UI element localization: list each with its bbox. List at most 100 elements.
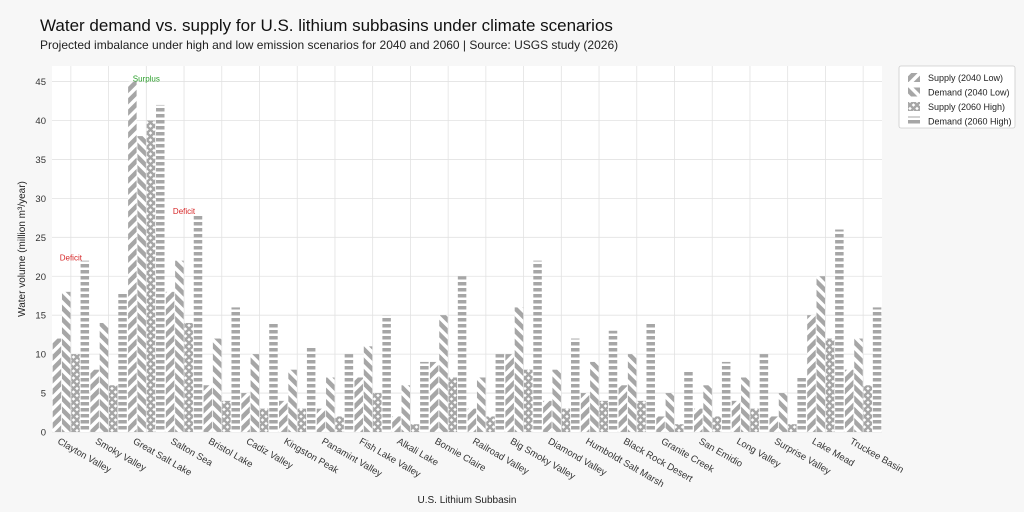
grid-layer <box>52 66 882 433</box>
chart-title: Water demand vs. supply for U.S. lithium… <box>40 16 613 35</box>
bar-1-15 <box>580 393 590 432</box>
chart-subtitle: Projected imbalance under high and low e… <box>40 38 619 52</box>
legend-swatch <box>908 87 920 97</box>
annotation-label: Deficit <box>60 254 83 263</box>
bar-4-7 <box>306 346 316 432</box>
bar-4-11 <box>457 276 467 432</box>
bar-3-22 <box>863 385 873 432</box>
bar-4-3 <box>156 104 165 433</box>
bar-1-12 <box>467 408 477 432</box>
bar-2-6 <box>250 354 260 432</box>
bar-4-20 <box>797 377 806 432</box>
bar-2-1 <box>61 291 71 432</box>
bar-2-3 <box>137 136 146 432</box>
bar-3-4 <box>184 322 193 432</box>
bar-1-19 <box>731 400 741 432</box>
bar-3-11 <box>448 377 458 432</box>
bar-1-7 <box>279 400 288 432</box>
bar-1-21 <box>807 315 816 432</box>
bar-4-5 <box>231 307 240 432</box>
y-tick-label: 0 <box>41 428 46 439</box>
y-tick-label: 25 <box>35 233 46 244</box>
bar-4-19 <box>759 354 769 432</box>
bar-1-8 <box>316 408 326 432</box>
bar-4-18 <box>721 361 731 432</box>
bar-2-10 <box>401 385 411 432</box>
annotation-label: Surplus <box>133 75 160 84</box>
bar-3-18 <box>712 416 722 432</box>
legend-entry-label: Demand (2040 Low) <box>928 88 1010 98</box>
bar-3-1 <box>71 354 80 432</box>
annotation-layer: Deficit Surplus Deficit <box>60 75 196 263</box>
bar-2-18 <box>703 385 712 432</box>
bar-1-14 <box>543 400 552 432</box>
x-axis-label: U.S. Lithium Subbasin <box>418 495 517 506</box>
bar-3-10 <box>410 424 420 432</box>
legend-swatch <box>908 102 920 111</box>
bar-4-6 <box>269 322 278 432</box>
bar-1-4 <box>165 291 175 432</box>
y-tick-label: 40 <box>35 116 46 127</box>
bar-3-16 <box>637 400 646 432</box>
bar-2-8 <box>326 377 335 432</box>
bar-2-7 <box>288 369 297 432</box>
bar-4-21 <box>835 229 844 432</box>
legend-entry-label: Supply (2060 High) <box>928 102 1005 112</box>
legend-entry-label: Supply (2040 Low) <box>928 73 1003 83</box>
bar-2-19 <box>741 377 750 432</box>
bar-2-13 <box>514 307 524 432</box>
bar-2-14 <box>552 369 561 432</box>
bar-4-17 <box>684 369 693 432</box>
bar-3-8 <box>335 416 344 432</box>
bar-4-16 <box>646 322 655 432</box>
bar-2-17 <box>665 393 675 432</box>
bar-3-12 <box>486 416 495 432</box>
bar-1-20 <box>769 416 778 432</box>
bar-4-15 <box>608 330 618 432</box>
annotation-label: Deficit <box>173 207 196 216</box>
bar-4-13 <box>533 260 542 432</box>
bar-2-12 <box>476 377 486 432</box>
bar-2-16 <box>627 354 637 432</box>
bar-4-10 <box>420 361 429 432</box>
y-tick-label: 10 <box>35 350 46 361</box>
bar-3-15 <box>599 400 608 432</box>
bar-3-2 <box>108 385 118 432</box>
y-tick-label: 35 <box>35 155 46 166</box>
bar-1-3 <box>128 81 137 433</box>
legend-swatch <box>908 73 920 82</box>
y-tick-label: 30 <box>35 194 46 205</box>
bar-2-9 <box>363 346 373 432</box>
bar-2-2 <box>99 322 109 432</box>
bar-2-4 <box>175 260 184 432</box>
x-tick-label: Big Smoky Valley <box>508 436 577 482</box>
bar-4-22 <box>872 307 882 432</box>
bar-1-13 <box>505 354 514 432</box>
x-tick-label: Truckee Basin <box>848 436 906 476</box>
bar-1-10 <box>392 416 401 432</box>
bar-1-6 <box>241 393 250 432</box>
bar-1-5 <box>203 385 213 432</box>
bar-1-1 <box>52 338 62 432</box>
legend-box <box>898 65 1016 129</box>
bar-2-15 <box>590 361 599 432</box>
bar-3-13 <box>523 369 533 432</box>
bar-4-12 <box>495 354 505 432</box>
bar-4-1 <box>80 260 90 432</box>
bar-3-9 <box>373 393 382 432</box>
bar-4-8 <box>344 354 354 432</box>
bar-1-18 <box>694 408 703 432</box>
bar-3-19 <box>750 408 759 432</box>
bar-3-17 <box>674 424 684 432</box>
bar-1-22 <box>844 369 854 432</box>
y-tick-label: 15 <box>35 311 46 322</box>
bar-2-22 <box>854 338 863 432</box>
bar-3-21 <box>825 338 835 432</box>
bar-4-9 <box>382 315 391 432</box>
y-tick-label: 5 <box>41 389 46 400</box>
y-axis-label: Water volume (million m³/year) <box>17 181 28 317</box>
bar-1-9 <box>354 377 363 432</box>
bar-3-7 <box>297 408 307 432</box>
bar-1-11 <box>429 361 439 432</box>
